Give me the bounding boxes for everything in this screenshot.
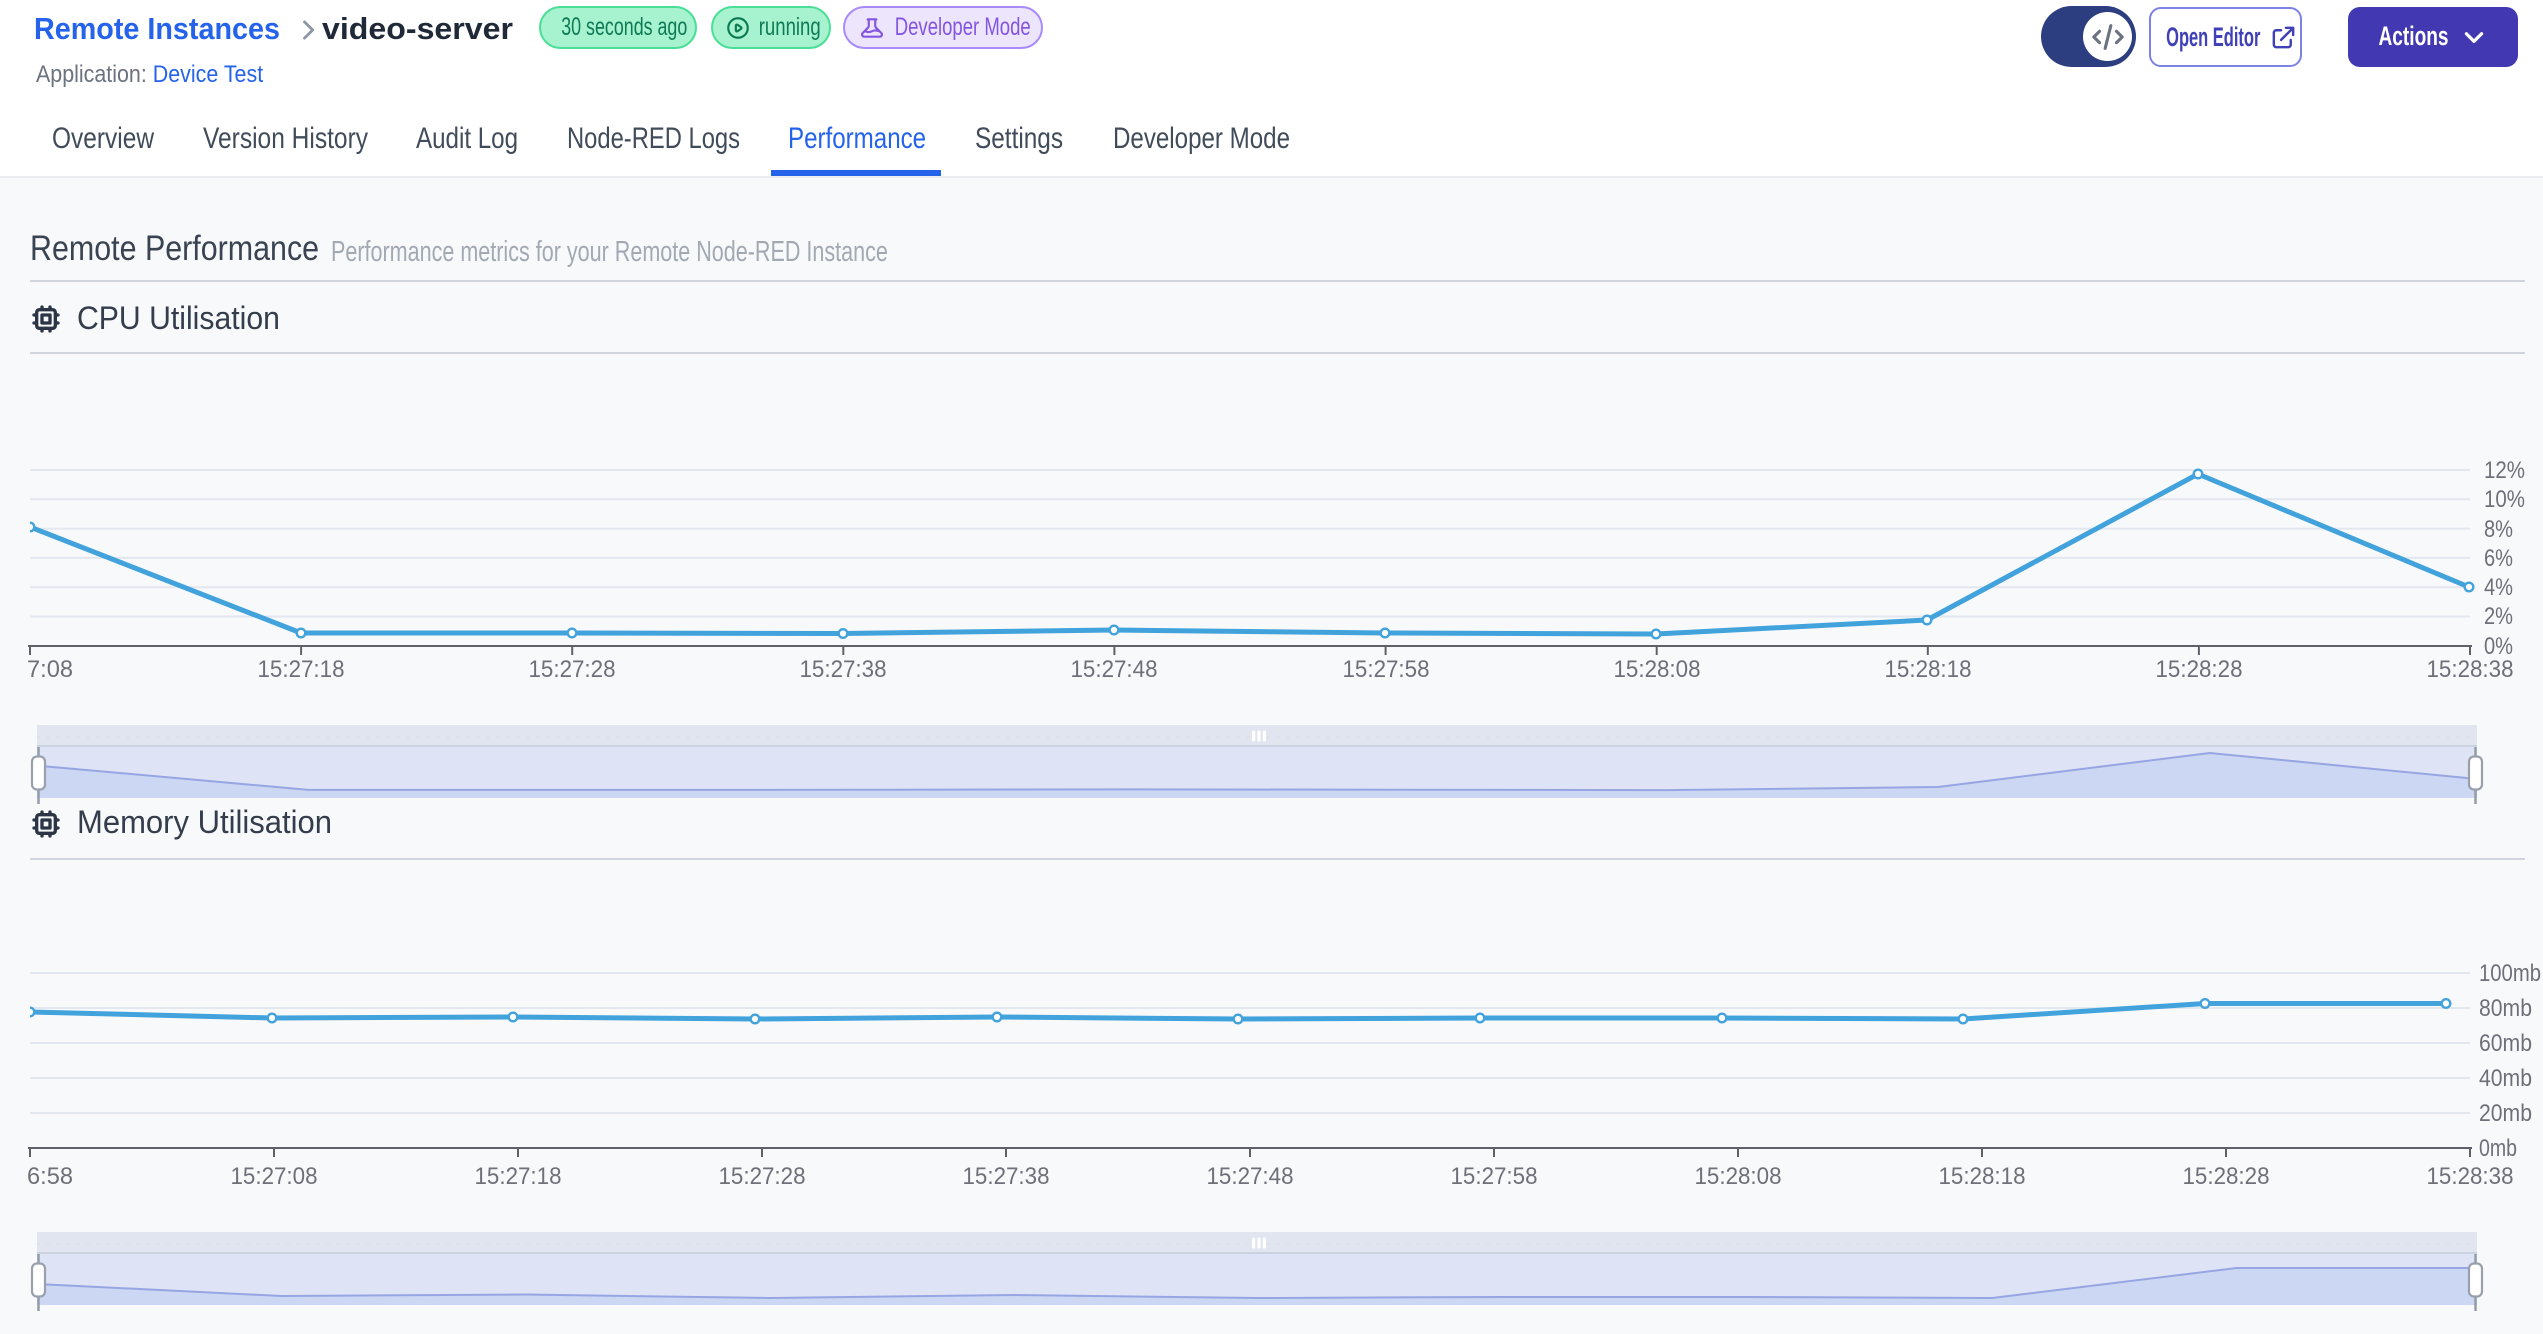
svg-text:15:27:48: 15:27:48 bbox=[1071, 656, 1158, 683]
svg-text:15:27:58: 15:27:58 bbox=[1343, 656, 1430, 683]
svg-text:10%: 10% bbox=[2484, 486, 2525, 513]
svg-text:15:28:38: 15:28:38 bbox=[2427, 1163, 2514, 1190]
svg-text:15:27:28: 15:27:28 bbox=[719, 1163, 806, 1190]
svg-text:15:27:18: 15:27:18 bbox=[258, 656, 345, 683]
svg-text:15:27:58: 15:27:58 bbox=[1451, 1163, 1538, 1190]
svg-text:4%: 4% bbox=[2484, 574, 2513, 601]
svg-text:0mb: 0mb bbox=[2479, 1135, 2517, 1162]
svg-text:40mb: 40mb bbox=[2479, 1065, 2532, 1092]
svg-text:15:27:08: 15:27:08 bbox=[231, 1163, 318, 1190]
svg-text:7:08: 7:08 bbox=[27, 656, 73, 683]
svg-text:6%: 6% bbox=[2484, 545, 2513, 572]
svg-text:8%: 8% bbox=[2484, 516, 2513, 543]
svg-text:80mb: 80mb bbox=[2479, 995, 2532, 1022]
svg-text:0%: 0% bbox=[2484, 633, 2513, 660]
svg-text:15:28:18: 15:28:18 bbox=[1885, 656, 1972, 683]
svg-text:100mb: 100mb bbox=[2479, 960, 2541, 987]
svg-text:15:27:18: 15:27:18 bbox=[475, 1163, 562, 1190]
svg-text:15:28:18: 15:28:18 bbox=[1939, 1163, 2026, 1190]
svg-text:15:28:38: 15:28:38 bbox=[2427, 656, 2514, 683]
svg-text:15:28:28: 15:28:28 bbox=[2156, 656, 2243, 683]
svg-text:6:58: 6:58 bbox=[27, 1163, 73, 1190]
svg-text:15:28:08: 15:28:08 bbox=[1695, 1163, 1782, 1190]
svg-text:20mb: 20mb bbox=[2479, 1100, 2532, 1127]
svg-text:15:27:28: 15:27:28 bbox=[529, 656, 616, 683]
svg-text:15:27:38: 15:27:38 bbox=[800, 656, 887, 683]
svg-text:15:28:28: 15:28:28 bbox=[2183, 1163, 2270, 1190]
svg-text:15:28:08: 15:28:08 bbox=[1614, 656, 1701, 683]
svg-text:60mb: 60mb bbox=[2479, 1030, 2532, 1057]
svg-text:15:27:38: 15:27:38 bbox=[963, 1163, 1050, 1190]
svg-text:12%: 12% bbox=[2484, 457, 2525, 484]
svg-text:2%: 2% bbox=[2484, 603, 2513, 630]
svg-text:15:27:48: 15:27:48 bbox=[1207, 1163, 1294, 1190]
